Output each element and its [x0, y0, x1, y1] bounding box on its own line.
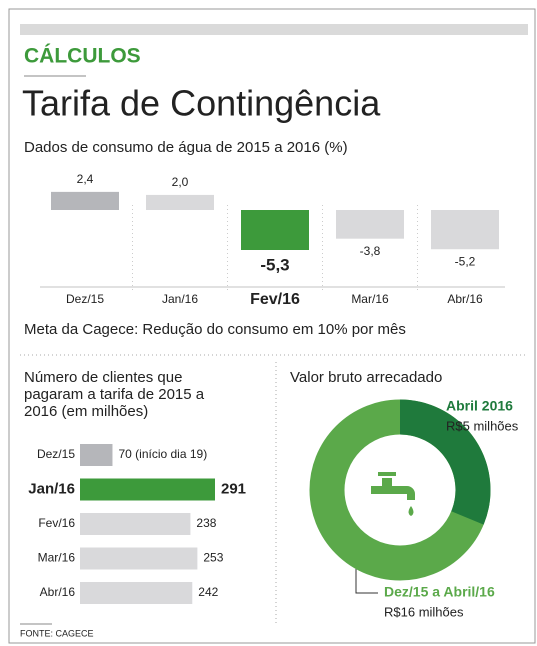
icon-part: [382, 478, 392, 486]
value-label: 291: [221, 480, 246, 497]
x-tick-label: Abr/16: [447, 292, 483, 306]
bar: [80, 582, 193, 604]
bar: [80, 547, 198, 570]
bar: [80, 478, 215, 501]
page-title: Tarifa de Contingência: [22, 83, 381, 124]
chart-title: Número de clientes que pagaram a tarifa d…: [24, 369, 205, 420]
value-label: 2,0: [172, 175, 189, 189]
y-tick-label: Mar/16: [38, 551, 76, 565]
value-label: 2,4: [77, 172, 94, 186]
source: FONTE: CAGECE: [20, 628, 94, 638]
segment-label: Dez/15 a Abril/16: [384, 584, 495, 600]
frame: [8, 8, 536, 644]
bar: [80, 513, 191, 535]
x-tick-label: Jan/16: [162, 292, 198, 306]
section-label: CÁLCULOS: [24, 45, 141, 68]
icon-part: [371, 486, 415, 500]
value-label: 238: [196, 516, 216, 530]
bar: [146, 194, 214, 210]
x-tick-label: Fev/16: [250, 291, 300, 308]
bar: [431, 210, 499, 250]
x-tick-label: Mar/16: [351, 292, 389, 306]
value-label: 70 (início dia 19): [118, 447, 207, 461]
x-tick-label: Dez/15: [66, 292, 104, 306]
chart-title: Valor bruto arrecadado: [290, 369, 442, 386]
value-label: -3,8: [360, 244, 381, 258]
donut-segment: [399, 399, 491, 525]
value-label: -5,2: [455, 254, 476, 268]
segment-value: R$16 milhões: [384, 604, 464, 619]
y-tick-label: Dez/15: [37, 447, 75, 461]
y-tick-label: Abr/16: [40, 585, 76, 599]
leader-line: [355, 560, 378, 594]
segment-label: Abril 2016: [446, 398, 513, 414]
top-bar: [20, 24, 528, 35]
y-tick-label: Jan/16: [28, 480, 75, 497]
icon-part: [408, 506, 414, 516]
value-label: -5,3: [260, 255, 289, 274]
tap-icon: [371, 472, 415, 516]
chart-title: Dados de consumo de água de 2015 a 2016 …: [24, 139, 348, 156]
chart-note: Meta da Cagece: Redução do consumo em 10…: [24, 321, 406, 338]
value-label: 253: [203, 551, 223, 565]
segment-value: R$5 milhões: [446, 418, 519, 433]
bar: [241, 210, 309, 250]
bar: [80, 444, 113, 466]
bar: [336, 210, 404, 239]
icon-part: [378, 472, 396, 476]
y-tick-label: Fev/16: [38, 516, 75, 530]
value-label: 242: [198, 585, 218, 599]
bar: [51, 191, 119, 210]
